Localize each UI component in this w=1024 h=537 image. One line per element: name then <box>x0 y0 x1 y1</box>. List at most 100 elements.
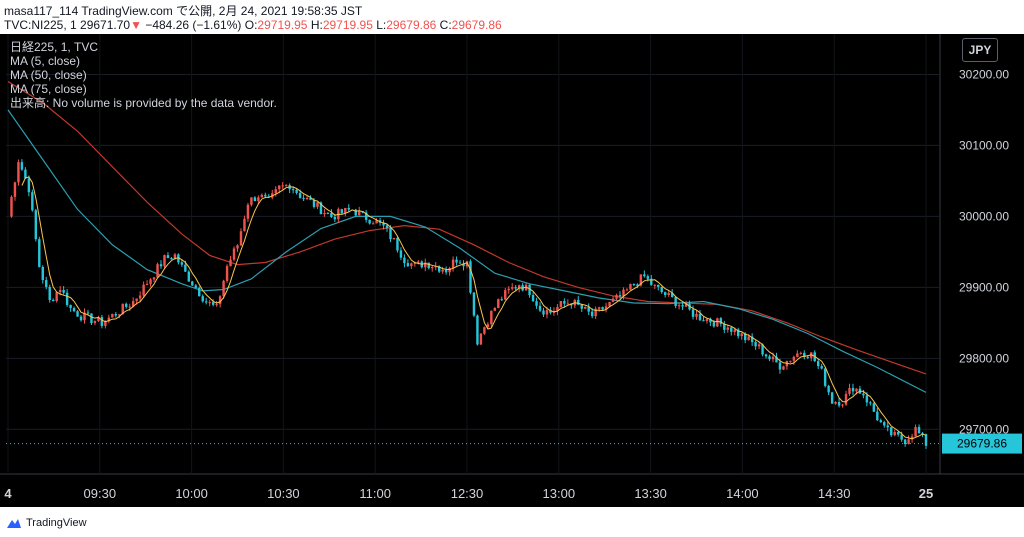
candle-body <box>312 199 316 207</box>
candle-body <box>51 299 55 302</box>
candle-body <box>834 401 837 404</box>
candle-body <box>896 431 900 435</box>
candle-body <box>215 304 218 306</box>
candle-body <box>841 404 844 406</box>
candle-body <box>24 169 27 179</box>
candle-body <box>184 264 187 272</box>
candle-body <box>211 302 215 305</box>
candle-body <box>851 387 855 392</box>
candle-body <box>761 344 764 355</box>
candle-body <box>232 248 236 260</box>
candle-body <box>792 356 796 361</box>
candle-body <box>399 250 403 258</box>
candle-body <box>556 307 559 312</box>
candle-body <box>893 431 896 436</box>
candle-body <box>114 314 118 316</box>
candle-body <box>528 284 531 296</box>
candle-body <box>702 320 705 322</box>
low-label: L: <box>376 18 387 32</box>
candle-body <box>632 284 636 286</box>
candle-body <box>757 344 761 347</box>
candle-body <box>253 197 257 202</box>
candle-body <box>69 304 72 309</box>
candle-body <box>333 216 337 220</box>
candle-body <box>615 295 618 299</box>
candle-body <box>837 401 841 406</box>
candle-body <box>876 411 879 421</box>
candle-body <box>344 207 347 214</box>
candle-body <box>417 261 420 263</box>
candle-body <box>260 194 264 198</box>
candle-body <box>371 223 375 225</box>
candle-body <box>281 185 284 187</box>
candle-body <box>883 422 886 426</box>
candle-body <box>58 289 62 293</box>
candle-body <box>681 305 684 307</box>
candle-body <box>566 303 570 305</box>
candle-body <box>191 281 194 286</box>
symbol-price: TVC:NI225, 1 29671.70 <box>4 18 131 32</box>
candle-body <box>173 254 177 260</box>
candle-body <box>13 182 17 197</box>
candle-body <box>403 257 406 264</box>
x-tick-label: 10:30 <box>267 486 300 501</box>
candle-body <box>823 368 827 386</box>
candle-body <box>497 299 500 308</box>
ma5-line <box>21 176 927 440</box>
tradingview-logo[interactable]: TradingView <box>6 517 87 529</box>
candle-body <box>76 311 79 317</box>
candle-body <box>357 211 361 216</box>
candle-body <box>667 293 670 296</box>
candle-body <box>316 202 319 207</box>
candle-body <box>545 310 549 315</box>
candle-body <box>218 296 222 305</box>
candle-body <box>194 285 197 288</box>
candle-body <box>86 312 90 314</box>
candle-body <box>152 277 156 280</box>
candle-body <box>451 259 455 269</box>
candle-body <box>674 296 677 307</box>
candle-body <box>441 269 444 272</box>
candle-body <box>910 436 914 440</box>
candle-body <box>643 274 646 277</box>
price-chart[interactable]: 30200.00 30100.00 30000.00 29900.00 29800.00… <box>0 34 1024 507</box>
candle-body <box>865 395 869 403</box>
candle-body <box>629 284 632 290</box>
candle-body <box>138 295 142 299</box>
candle-body <box>844 393 848 405</box>
x-tick-label: 09:30 <box>84 486 117 501</box>
candle-body <box>462 263 465 267</box>
candle-body <box>163 255 166 267</box>
legend-ma75[interactable]: MA (75, close) <box>10 82 87 96</box>
legend-ma50[interactable]: MA (50, close) <box>10 68 87 82</box>
candle-body <box>55 292 58 302</box>
candle-body <box>587 306 590 312</box>
candle-body <box>34 210 38 240</box>
ma75-line <box>7 80 927 375</box>
currency-button[interactable]: JPY <box>962 38 998 62</box>
candle-body <box>604 306 608 310</box>
candle-body <box>622 289 625 297</box>
candle-body <box>726 327 730 330</box>
legend-ma5[interactable]: MA (5, close) <box>10 54 81 68</box>
candle-body <box>559 301 563 308</box>
chart-canvas[interactable]: 30200.00 30100.00 30000.00 29900.00 29800.00… <box>0 34 1024 507</box>
candle-body <box>222 280 225 297</box>
candle-body <box>584 306 587 309</box>
candle-body <box>455 259 458 263</box>
legend-volume-note: 出来高: No volume is provided by the data v… <box>10 96 277 110</box>
candle-body <box>507 288 510 291</box>
candle-body <box>79 316 83 321</box>
candle-body <box>302 197 305 199</box>
candle-body <box>264 194 267 197</box>
candle-body <box>636 284 639 286</box>
candle-body <box>709 319 712 323</box>
candle-body <box>782 366 785 370</box>
candle-body <box>347 207 350 210</box>
y-tick-label: 30200.00 <box>959 67 1009 81</box>
candle-body <box>514 287 517 289</box>
candle-body <box>90 313 93 324</box>
y-tick-label: 29900.00 <box>959 280 1009 294</box>
candle-body <box>354 209 357 216</box>
candle-body <box>890 427 893 436</box>
